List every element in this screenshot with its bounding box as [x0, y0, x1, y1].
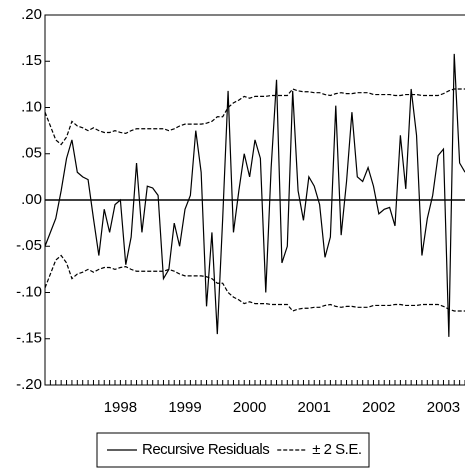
x-tick-label: 2002: [362, 399, 395, 416]
y-tick-label: -.05: [16, 237, 42, 254]
x-tick-label: 1999: [168, 399, 201, 416]
legend-label: Recursive Residuals: [142, 441, 269, 458]
y-tick-label: .15: [21, 52, 42, 69]
x-tick-label: 2000: [233, 399, 266, 416]
x-tick-label: 1998: [104, 399, 137, 416]
y-tick-label: .05: [21, 145, 42, 162]
y-tick-label: -.15: [16, 330, 42, 347]
series-line: [44, 53, 465, 337]
legend-box: [96, 432, 370, 468]
series-line: [44, 254, 465, 312]
y-tick-label: -.20: [16, 376, 42, 393]
y-tick-label: -.10: [16, 283, 42, 300]
y-tick-label: .00: [21, 191, 42, 208]
y-tick-label: .10: [21, 98, 42, 115]
y-tick-label: .20: [21, 6, 42, 23]
x-tick-label: 2001: [298, 399, 331, 416]
x-tick-label: 2003: [427, 399, 460, 416]
series-line: [44, 88, 465, 146]
legend-label: ± 2 S.E.: [312, 441, 361, 458]
